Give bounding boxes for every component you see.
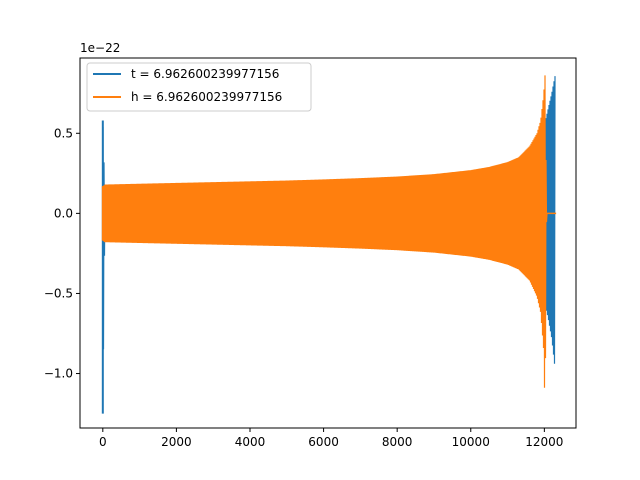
legend-box	[86, 62, 312, 112]
series-1	[101, 75, 548, 388]
x-tick-label: 6000	[308, 435, 339, 449]
x-tick-label: 4000	[235, 435, 266, 449]
x-tick-label: 12000	[525, 435, 563, 449]
y-tick-label: 0.5	[54, 126, 73, 140]
y-tick-label: −0.5	[44, 286, 73, 300]
y-offset-text: 1e−22	[80, 41, 120, 55]
axes-frame	[79, 57, 577, 429]
series-layer	[101, 75, 557, 414]
x-tick-label: 8000	[382, 435, 413, 449]
x-axis-ticks: 0 2000 4000 6000 8000 10000 12000	[99, 428, 563, 449]
x-tick-label: 10000	[452, 435, 490, 449]
y-tick-label: 0.0	[54, 206, 73, 220]
x-tick-label: 2000	[161, 435, 192, 449]
x-tick-label: 0	[99, 435, 107, 449]
legend: t = 6.962600239977156 h = 6.962600239977…	[86, 62, 312, 112]
legend-label-t: t = 6.962600239977156	[131, 67, 279, 81]
y-axis-ticks: −1.0 −0.5 0.0 0.5	[44, 126, 80, 381]
axes-layer	[79, 57, 577, 429]
series-line-1	[102, 75, 548, 388]
y-tick-label: −1.0	[44, 367, 73, 381]
legend-label-h: h = 6.962600239977156	[131, 90, 282, 104]
